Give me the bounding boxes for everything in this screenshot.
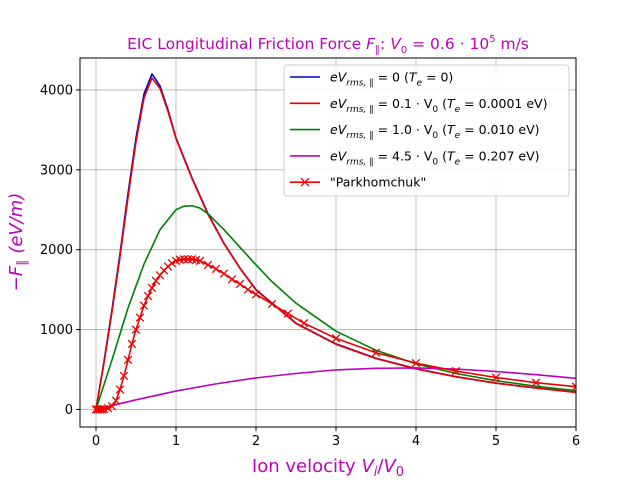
data-point-marker	[115, 385, 125, 394]
data-point-marker	[411, 358, 421, 368]
data-point-marker	[299, 318, 309, 328]
legend-label-1: eVrms, ∥ = 0.1 · V0 (Te = 0.0001 eV)	[330, 96, 547, 115]
data-point-marker	[227, 274, 237, 284]
data-point-marker	[139, 301, 149, 310]
x-axis-label: Ion velocity Vi/V0	[252, 456, 404, 480]
y-tick-label: 2000	[40, 243, 73, 258]
y-tick-label: 0	[65, 403, 73, 418]
data-point-marker	[211, 264, 221, 274]
data-point-marker	[131, 325, 141, 334]
y-tick-label: 1000	[40, 323, 73, 338]
data-point-marker	[267, 299, 277, 309]
data-point-marker	[183, 255, 193, 264]
data-point-marker	[531, 378, 541, 387]
data-point-marker	[371, 348, 381, 357]
data-point-marker	[491, 373, 501, 382]
data-point-marker	[111, 396, 121, 405]
y-tick-label: 4000	[40, 83, 73, 98]
data-point-marker	[123, 355, 133, 365]
series-line-1	[95, 77, 576, 410]
data-point-marker	[179, 255, 189, 264]
data-point-marker	[195, 256, 205, 266]
x-tick-label: 6	[572, 434, 580, 449]
chart-title: EIC Longitudinal Friction Force F∥: V0 =…	[127, 34, 529, 56]
y-tick-label: 3000	[40, 163, 73, 178]
data-point-marker	[243, 285, 253, 294]
tick-layer: 0 1 2 3 4 5 6 0 1000 2000 3000 4000	[40, 83, 580, 449]
legend-label-3: eVrms, ∥ = 4.5 · V0 (Te = 0.207 eV)	[330, 148, 540, 167]
data-point-marker	[119, 371, 129, 381]
y-axis-label: −F∥ (eV/m)	[6, 193, 30, 292]
data-point-marker	[151, 276, 161, 286]
data-point-marker	[107, 401, 117, 411]
data-point-marker	[219, 269, 229, 278]
series-layer	[91, 73, 576, 414]
legend: eVrms, ∥ = 0 (Te = 0) eVrms, ∥ = 0.1 · V0…	[283, 64, 570, 197]
series-line-3	[95, 367, 576, 411]
legend-label-4: "Parkhomchuk"	[330, 175, 426, 190]
data-point-marker	[203, 260, 213, 270]
x-tick-label: 4	[412, 434, 420, 449]
legend-label-0: eVrms, ∥ = 0 (Te = 0)	[330, 70, 453, 89]
x-tick-label: 0	[92, 434, 100, 449]
x-tick-label: 2	[252, 434, 260, 449]
data-point-marker	[143, 291, 153, 301]
data-point-marker	[103, 403, 113, 413]
x-tick-label: 5	[492, 434, 500, 449]
data-point-marker	[251, 290, 261, 299]
data-point-marker	[135, 313, 145, 322]
data-point-marker	[451, 366, 461, 376]
data-point-marker	[571, 382, 576, 391]
data-point-marker	[235, 279, 245, 289]
series-line-4	[96, 258, 576, 411]
legend-box	[283, 64, 570, 197]
plot-frame	[79, 57, 577, 428]
data-point-marker	[147, 283, 157, 293]
data-point-marker	[167, 259, 177, 268]
data-point-marker	[91, 405, 101, 414]
data-point-marker	[127, 339, 137, 349]
data-point-marker	[331, 334, 341, 343]
legend-label-2: eVrms, ∥ = 1.0 · V0 (Te = 0.010 eV)	[330, 122, 540, 141]
x-tick-label: 1	[172, 434, 180, 449]
data-point-marker	[283, 309, 293, 318]
x-tick-label: 3	[332, 434, 340, 449]
